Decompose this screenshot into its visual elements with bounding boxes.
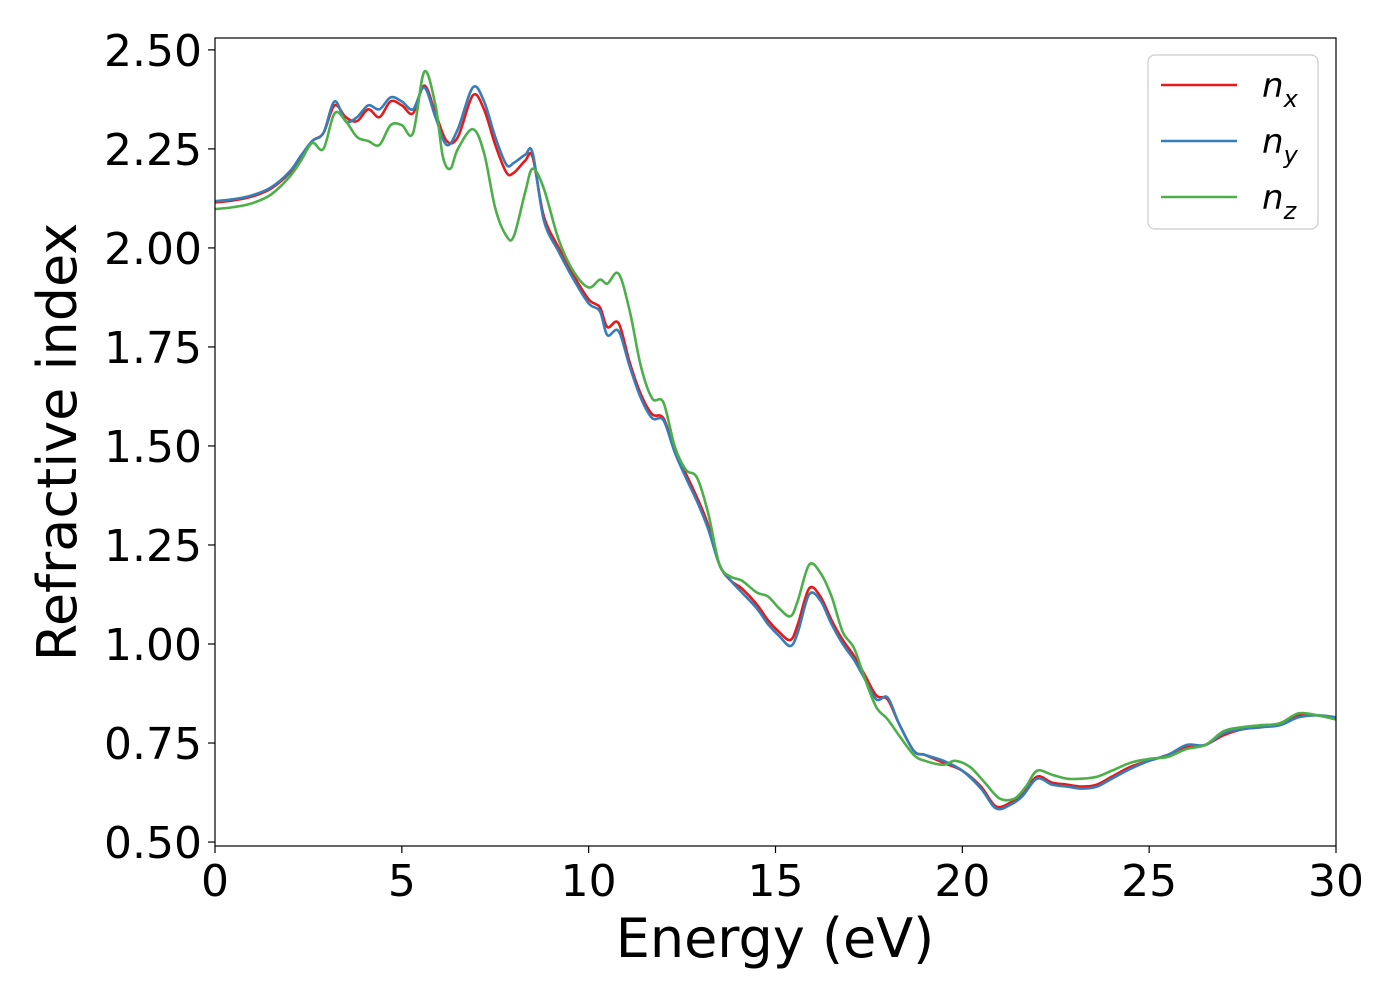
y-tick-label: 2.00: [104, 224, 202, 275]
y-tick-label: 1.50: [104, 422, 202, 473]
legend-label-subscript: y: [1283, 141, 1299, 169]
y-tick-label: 2.25: [104, 125, 202, 176]
legend-label-base: n: [1262, 178, 1284, 218]
x-tick-label: 15: [748, 856, 804, 907]
series-layer: [215, 69, 1336, 811]
legend-label-subscript: x: [1283, 85, 1299, 113]
y-tick-label: 0.75: [104, 719, 202, 770]
x-tick-label: 5: [388, 856, 416, 907]
y-tick-label: 2.50: [104, 26, 202, 77]
x-tick-label: 10: [561, 856, 617, 907]
x-axis-title: Energy (eV): [616, 907, 935, 970]
legend-label-z: nz: [1262, 178, 1298, 225]
x-tick-label: 25: [1121, 856, 1177, 907]
y-tick-label: 1.25: [104, 521, 202, 572]
y-tick-label: 1.75: [104, 323, 202, 374]
y-tick-label: 0.50: [104, 818, 202, 869]
x-axis: 0 5 10 15 20 25 30: [201, 846, 1364, 907]
y-axis: 0.50 0.75 1.00 1.25 1.50 1.75 2.00 2.25 2.50: [104, 26, 215, 869]
legend-label-y: ny: [1262, 122, 1299, 169]
legend-label-subscript: z: [1283, 197, 1298, 225]
x-tick-label: 0: [201, 856, 229, 907]
x-tick-label: 30: [1308, 856, 1364, 907]
legend-label-base: n: [1262, 66, 1284, 106]
legend-label-base: n: [1262, 122, 1284, 162]
y-tick-label: 1.00: [104, 620, 202, 671]
y-axis-title: Refractive index: [26, 223, 89, 662]
series-line-z: [215, 69, 1336, 802]
x-tick-label: 20: [934, 856, 990, 907]
legend-label-x: nx: [1262, 66, 1299, 113]
